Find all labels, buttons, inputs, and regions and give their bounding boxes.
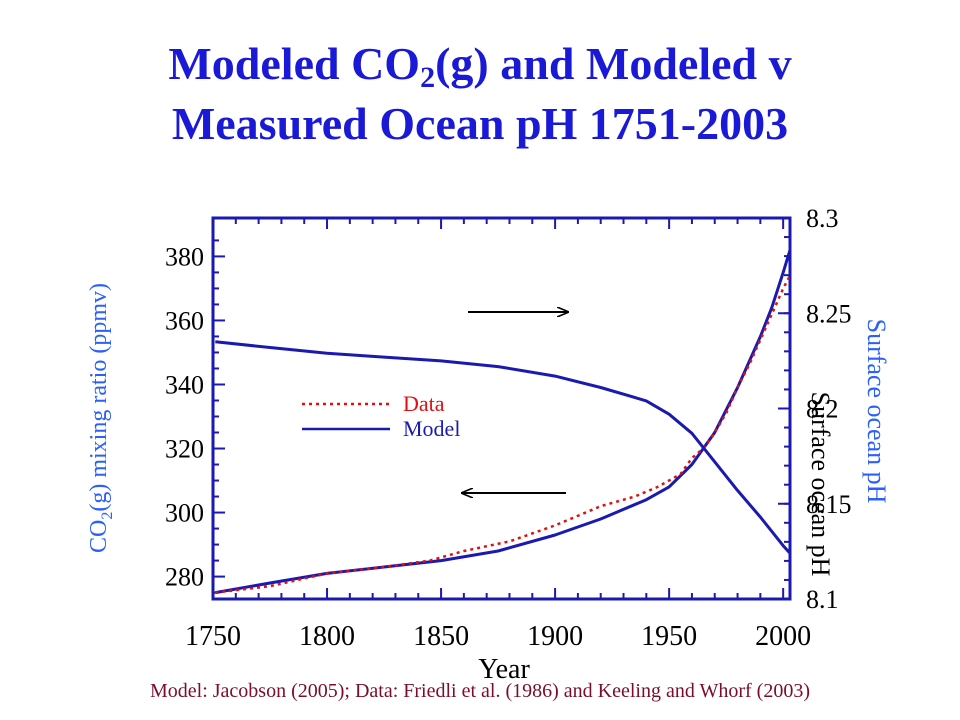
x-tick-label: 1850 bbox=[413, 621, 469, 652]
model-right-series-line bbox=[215, 340, 792, 555]
series-layer bbox=[215, 249, 792, 595]
y-left-tick-label: 360 bbox=[165, 306, 204, 335]
axis-ticks bbox=[212, 217, 790, 600]
title-subscript: 2 bbox=[420, 61, 436, 94]
y-axis-label-right: Surface ocean pH bbox=[862, 319, 891, 504]
y-left-tick-label: 380 bbox=[165, 242, 204, 271]
y-left-tick-label: 340 bbox=[165, 370, 204, 399]
x-axis-label: Year bbox=[478, 654, 530, 685]
tick-labels: 1750 1800 1850 1900 1950 2000 280 300 320 340 360 3… bbox=[165, 204, 852, 652]
y-axis-label-left: CO2(g) mixing ratio (ppmv) bbox=[86, 283, 116, 553]
data-left-series-line bbox=[215, 275, 792, 594]
y-left-tick-label: 300 bbox=[165, 499, 204, 528]
x-tick-label: 1900 bbox=[527, 621, 583, 652]
y-left-tick-label: 320 bbox=[165, 435, 204, 464]
title-text-part1: Modeled CO bbox=[168, 38, 421, 89]
x-tick-label: 1800 bbox=[299, 621, 355, 652]
title-line-1: Modeled CO2(g) and Modeled v bbox=[0, 34, 960, 94]
x-tick-label: 2000 bbox=[755, 621, 811, 652]
source-footnote: Model: Jacobson (2005); Data: Friedli et… bbox=[149, 680, 811, 702]
model-left-series-line bbox=[215, 249, 792, 595]
slide-title: Modeled CO2(g) and Modeled v Measured Oc… bbox=[0, 34, 960, 154]
plot-frame bbox=[211, 216, 792, 601]
y-left-tick-label: 280 bbox=[165, 563, 204, 592]
inner-right-axis-label: Surface ocean pH bbox=[806, 392, 835, 577]
y-right-tick-label: 8.25 bbox=[806, 299, 852, 328]
y-right-tick-label: 8.3 bbox=[806, 204, 839, 233]
legend-model-label: Model bbox=[403, 416, 460, 441]
title-text-part2: (g) and Modeled v bbox=[435, 38, 792, 89]
x-tick-label: 1950 bbox=[641, 621, 697, 652]
y-right-tick-label: 8.1 bbox=[806, 585, 839, 614]
x-tick-label: 1750 bbox=[185, 621, 241, 652]
y-right-tick-label: 8.15 bbox=[806, 490, 852, 519]
title-line-2: Measured Ocean pH 1751-2003 bbox=[171, 98, 789, 149]
legend-data-label: Data bbox=[403, 391, 445, 416]
y-right-tick-label: 8.2 bbox=[806, 395, 839, 424]
